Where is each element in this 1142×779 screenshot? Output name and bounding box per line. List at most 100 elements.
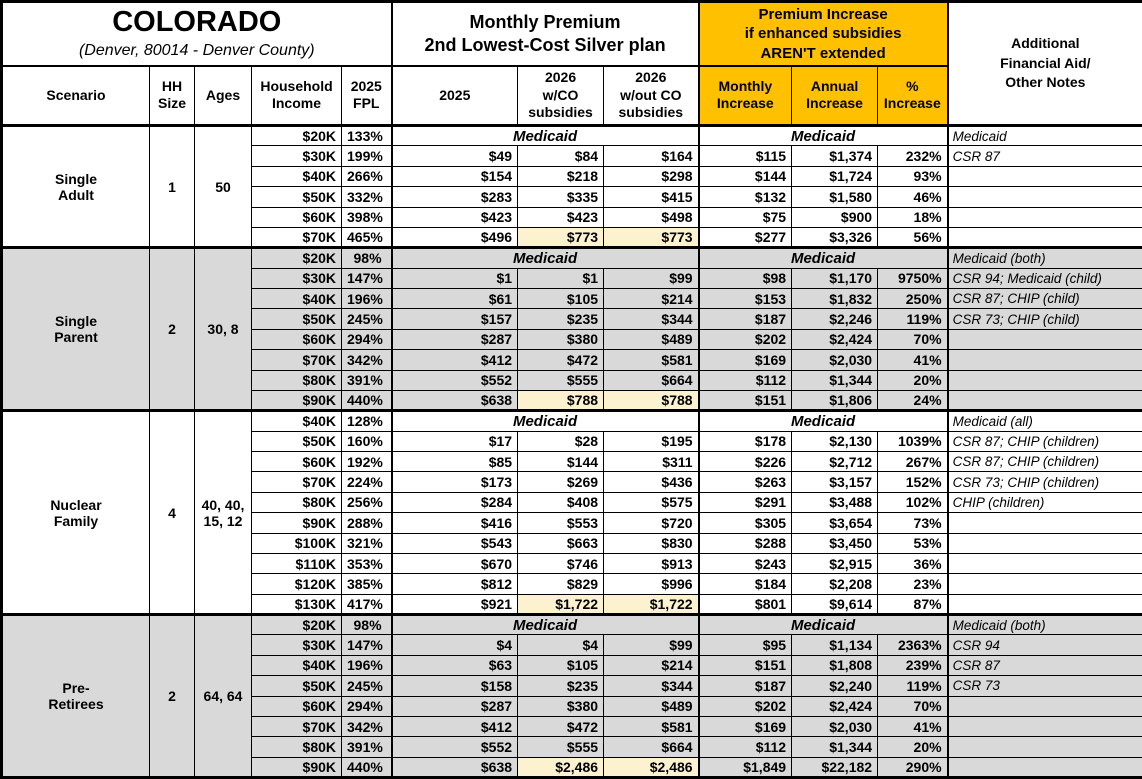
monthly-increase-cell: $153 [697,287,793,310]
scenario-cell: Nuclear Family [1,409,150,615]
header-monthly-increase: Monthly Increase [697,65,793,126]
premium-2025-cell: $416 [390,512,519,534]
pct-increase-cell: 267% [877,450,949,473]
increase-group-header: Premium Increase if enhanced subsidies A… [697,1,949,67]
premium-2026-with-cell: $269 [517,471,605,493]
annual-increase-cell: $1,832 [791,287,879,310]
notes-cell: CSR 87; CHIP (child) [946,287,1142,310]
annual-increase-cell: $2,424 [791,695,879,717]
fpl-cell: 98% [340,612,393,636]
table-row: $80K 256% $284 $408 $575 $291 $3,488 102% CHIP (… [2,491,1142,514]
table-row: $90K 288% $416 $553 $720 $305 $3,654 73% [2,512,1142,534]
income-cell: $50K [251,308,342,330]
notes-cell [946,736,1142,758]
header-2025-fpl: 2025 FPL [340,65,393,126]
premium-2026-with-cell: $235 [517,675,605,697]
table-row: Pre- Retirees 2 64, 64 $20K 98% Medicaid Medic… [1,612,1142,778]
pct-increase-cell: 41% [877,715,949,738]
fpl-cell: 385% [340,573,393,595]
fpl-cell: 266% [340,165,393,188]
notes-group-header: Additional Financial Aid/ Other Notes [946,1,1142,127]
table-row: Single Adult 1 50 $20K 133% Medicaid Medicaid M… [1,123,1142,249]
table-row: $40K 266% $154 $218 $298 $144 $1,724 93% [2,165,1142,188]
fpl-cell: 353% [340,552,393,575]
monthly-increase-cell: $184 [697,573,793,595]
premium-2026-with-cell: $335 [517,186,605,208]
premium-2026-without-cell: $996 [603,573,700,595]
annual-increase-cell: $3,326 [791,226,879,249]
annual-increase-cell: $1,808 [791,654,879,677]
pct-increase-cell: 9750% [877,267,949,290]
fpl-cell: 440% [340,389,393,412]
pct-increase-cell: 70% [877,695,949,717]
income-cell: $80K [251,491,342,514]
fpl-cell: 294% [340,328,393,351]
monthly-increase-cell: $144 [697,165,793,188]
pct-increase-cell: 20% [877,369,949,391]
premium-2025-cell: $921 [390,593,519,616]
premium-2026-without-cell: $664 [603,736,700,758]
annual-increase-cell: $3,450 [791,532,879,554]
header-premium-2025: 2025 [390,65,519,126]
income-cell: $40K [251,165,342,188]
scenario-cell: Single Adult [1,123,150,249]
monthly-increase-cell: $291 [697,491,793,514]
header-household-income: Household Income [251,65,342,126]
pct-increase-cell: 119% [877,308,949,330]
notes-cell [946,593,1142,616]
header-pct-increase: % Increase [877,65,949,126]
premium-2026-without-cell: $214 [603,287,700,310]
header-ages: Ages [194,65,252,126]
premium-2025-cell: $154 [390,165,519,188]
pct-increase-cell: 46% [877,186,949,208]
monthly-increase-cell: $263 [697,471,793,493]
premium-2026-without-cell: $214 [603,654,700,677]
ages-cell: 64, 64 [194,613,252,778]
notes-cell: Medicaid [946,123,1142,147]
income-cell: $80K [251,369,342,391]
premium-2025-cell: $423 [390,206,519,228]
table-row: $110K 353% $670 $746 $913 $243 $2,915 36% [2,552,1142,575]
premium-2026-without-cell: $436 [603,471,700,493]
notes-cell: CSR 94 [946,634,1142,656]
fpl-cell: 294% [340,695,393,717]
premium-2026-without-cell: $581 [603,349,700,371]
pct-increase-cell: 18% [877,206,949,228]
income-cell: $60K [251,450,342,473]
notes-cell: Medicaid (both) [946,246,1142,269]
premium-2026-with-cell: $472 [517,715,605,738]
premium-2026-without-cell: $298 [603,165,700,188]
table-row: $90K 440% $638 $788 $788 $151 $1,806 24% [2,389,1142,412]
monthly-increase-cell: $288 [697,532,793,554]
notes-cell: CSR 87; CHIP (children) [946,450,1142,473]
premium-2025-cell: $638 [390,389,519,412]
premium-2025-cell: $17 [390,430,519,453]
annual-increase-cell: $2,240 [791,675,879,697]
fpl-cell: 98% [340,246,393,269]
header-annual-increase: Annual Increase [791,65,879,126]
premium-2026-without-cell: $164 [603,145,700,167]
premium-2026-with-cell: $555 [517,369,605,391]
annual-increase-cell: $9,614 [791,593,879,616]
premium-2026-with-cell: $423 [517,206,605,228]
table-row: $90K 440% $638 $2,486 $2,486 $1,849 $22,182 290… [2,756,1142,779]
income-cell: $130K [251,593,342,616]
income-cell: $20K [251,123,342,147]
premium-2026-without-cell: $773 [603,226,700,249]
pct-increase-cell: 1039% [877,430,949,453]
pct-increase-cell: 36% [877,552,949,575]
monthly-increase-cell: $98 [697,267,793,290]
premium-2026-with-cell: $1,722 [517,593,605,616]
hh-size-cell: 4 [149,409,195,615]
premium-2025-cell: $287 [390,695,519,717]
income-cell: $30K [251,634,342,656]
fpl-cell: 199% [340,145,393,167]
monthly-increase-cell: $169 [697,715,793,738]
monthly-increase-cell: $95 [697,634,793,656]
premium-2026-with-cell: $4 [517,634,605,656]
premium-2026-with-cell: $472 [517,349,605,371]
income-cell: $100K [251,532,342,554]
fpl-cell: 332% [340,186,393,208]
income-cell: $90K [251,389,342,412]
